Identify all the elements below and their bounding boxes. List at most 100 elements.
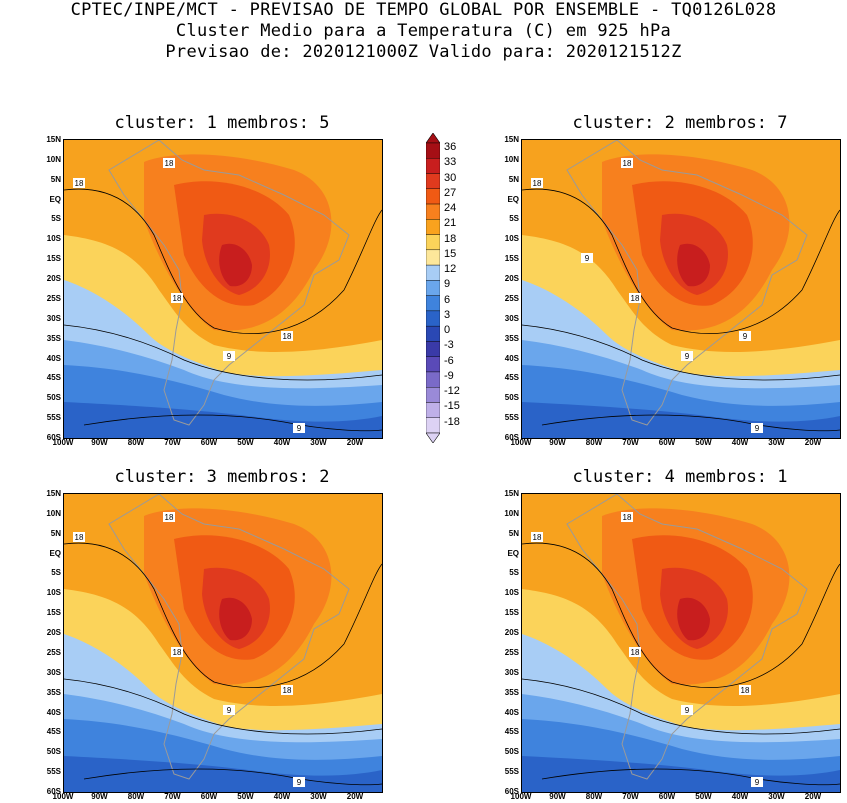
colorbar-label: 30 (444, 171, 457, 184)
lon-label: 60W (200, 792, 218, 801)
lat-label: 15N (504, 135, 519, 144)
contour-line (83, 414, 382, 432)
lat-label: 60S (504, 787, 519, 796)
colorbar-label: 15 (444, 247, 457, 260)
colorbar-segment (426, 188, 440, 205)
contour-label: 9 (293, 777, 305, 787)
lat-label: 5S (509, 568, 519, 578)
colorbar-label: 27 (444, 186, 457, 199)
lon-label: 40W (731, 438, 749, 447)
lat-label: 60S (46, 433, 61, 442)
contour-label: 9 (293, 423, 305, 433)
lat-label: 50S (46, 747, 61, 757)
svg-text:18: 18 (623, 513, 632, 522)
colorbar (426, 133, 440, 443)
lat-label: 5S (51, 568, 61, 578)
lon-label: 80W (585, 792, 603, 801)
lon-label: 70W (164, 792, 181, 801)
header-line-3: Previsao de: 2020121000Z Valido para: 20… (165, 42, 682, 62)
svg-text:18: 18 (631, 648, 640, 657)
colorbar-label: 18 (444, 232, 457, 245)
svg-text:9: 9 (755, 424, 760, 433)
lat-label: 10S (504, 588, 519, 598)
lat-label: 25S (46, 293, 61, 303)
contour-label: 18 (629, 293, 641, 303)
lat-label: 60S (504, 433, 519, 442)
colorbar-segment (426, 325, 440, 342)
lat-label: 20S (46, 628, 61, 638)
temperature-band (219, 597, 252, 641)
contour-label: 9 (681, 705, 693, 715)
lat-label: 10S (504, 234, 519, 244)
lat-label: 45S (504, 727, 519, 737)
lat-label: 20S (504, 628, 519, 638)
svg-text:9: 9 (685, 352, 690, 361)
lon-label: 90W (549, 438, 566, 447)
colorbar-segment (426, 280, 440, 296)
lat-label: 10N (46, 508, 61, 518)
lon-label: 70W (164, 438, 181, 447)
lat-label: 45S (46, 373, 61, 383)
lat-label: 15S (504, 608, 519, 618)
panel-title-1: cluster: 1 membros: 5 (114, 113, 330, 133)
colorbar-min-arrow (426, 432, 440, 443)
lat-label: 10N (504, 154, 519, 164)
colorbar-max-arrow (426, 133, 440, 144)
svg-text:18: 18 (283, 332, 292, 341)
contour-label: 18 (281, 331, 293, 341)
colorbar-segment (426, 173, 440, 189)
contour-label: 18 (73, 178, 85, 188)
contour-line (522, 542, 840, 688)
temperature-band (677, 243, 710, 287)
header-line-1: CPTEC/INPE/MCT - PREVISAO DE TEMPO GLOBA… (70, 0, 777, 20)
lat-label: 50S (504, 747, 519, 757)
svg-text:9: 9 (297, 778, 302, 787)
lat-label: 55S (46, 767, 61, 777)
contour-line (541, 414, 840, 432)
lat-label: 10S (46, 234, 61, 244)
svg-text:9: 9 (227, 352, 232, 361)
lat-label: 15N (46, 135, 61, 144)
coastline (108, 140, 350, 426)
svg-text:18: 18 (283, 686, 292, 695)
colorbar-segment (426, 295, 440, 312)
lat-label: 10N (504, 508, 519, 518)
lon-label: 30W (768, 792, 785, 801)
lon-label: 100W (52, 438, 74, 447)
lon-label: 30W (310, 438, 327, 447)
svg-text:18: 18 (741, 686, 750, 695)
colorbar-label: 0 (444, 324, 451, 337)
lat-label: 5S (51, 214, 61, 224)
contour-label: 18 (531, 178, 543, 188)
colorbar-segment (426, 387, 440, 403)
colorbar-segment (426, 234, 440, 251)
lat-label: 40S (46, 707, 61, 717)
contour-label: 9 (581, 253, 593, 263)
lat-label: 30S (504, 667, 519, 677)
lat-label: EQ (49, 194, 61, 204)
lon-label: 40W (273, 438, 291, 447)
lat-label: 40S (504, 707, 519, 717)
colorbar-label: 24 (444, 202, 457, 215)
coastline (566, 140, 808, 426)
contour-label: 18 (621, 158, 633, 168)
contour-line (522, 324, 840, 381)
lat-label: 5S (509, 214, 519, 224)
contour-line (522, 678, 840, 735)
colorbar-segment (426, 219, 440, 235)
lon-label: 90W (91, 438, 108, 447)
lon-label: 30W (310, 792, 327, 801)
contour-line (522, 188, 840, 334)
contour-label: 18 (739, 685, 751, 695)
panel-title-3: cluster: 3 membros: 2 (114, 467, 330, 487)
lat-label: 30S (504, 313, 519, 323)
lat-label: 40S (504, 353, 519, 363)
temperature-band (677, 597, 710, 641)
temperature-map-4: 18 18 18 18 9 9 (521, 493, 841, 793)
lon-label: 80W (127, 438, 145, 447)
lon-label: 80W (127, 792, 145, 801)
lon-label: 90W (91, 792, 108, 801)
lat-label: 20S (504, 274, 519, 284)
colorbar-label: -3 (444, 339, 454, 352)
lat-label: 45S (504, 373, 519, 383)
